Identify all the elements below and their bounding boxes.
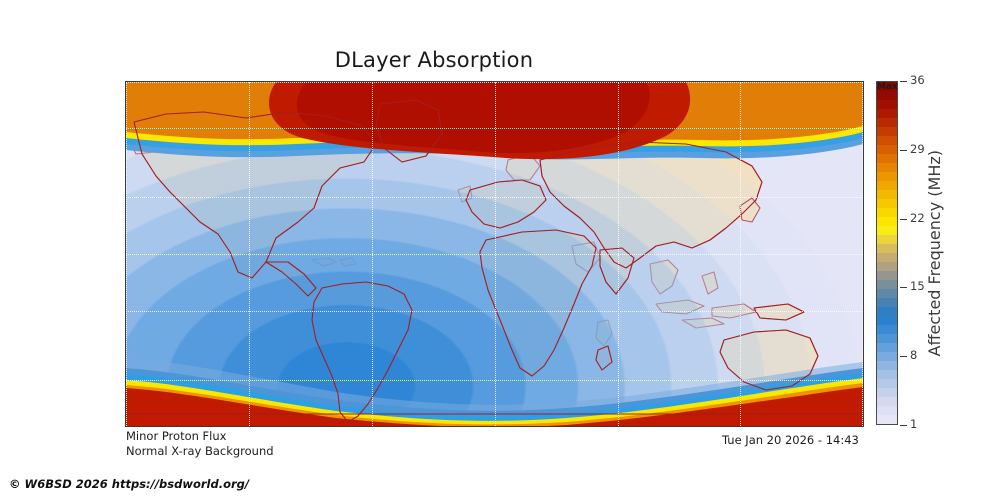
- colorbar-tick-36: [900, 81, 907, 82]
- colorbar-tick-label-36: 36: [910, 73, 925, 87]
- colorbar-tick-22: [900, 218, 907, 220]
- colorbar-tick-29: [900, 149, 907, 151]
- terminator-glow-layer: [733, 292, 863, 426]
- colorbar-axis-label: Affected Frequency (MHz): [924, 81, 944, 425]
- colorbar-tick-label-1: 1: [910, 417, 918, 431]
- colorbar-tick-label-8: 8: [910, 348, 918, 363]
- colorbar-tick-15: [900, 287, 907, 289]
- xray-background-status: Normal X-ray Background: [126, 444, 274, 458]
- colorbar-axis-label-text: Affected Frequency (MHz): [924, 149, 944, 357]
- colorbar-tick-1: [900, 425, 907, 426]
- colorbar-max-label: Max: [877, 82, 898, 92]
- proton-flux-status: Minor Proton Flux: [126, 429, 227, 443]
- colorbar-tick-label-22: 22: [910, 210, 925, 225]
- timestamp-label: Tue Jan 20 2026 - 14:43: [722, 433, 859, 447]
- copyright-label: © W6BSD 2026 https://bsdworld.org/: [9, 477, 250, 491]
- colorbar-gradient: [876, 81, 898, 425]
- page-title: DLayer Absorption: [334, 48, 534, 72]
- absorption-map[interactable]: [125, 81, 864, 427]
- colorbar-tick-8: [900, 356, 907, 358]
- colorbar-tick-label-15: 15: [910, 279, 925, 294]
- colorbar[interactable]: Max 1 8 15 22 29 36: [876, 73, 925, 431]
- polar-absorption-north-layer: [126, 82, 863, 160]
- colorbar-tick-label-29: 29: [910, 141, 925, 156]
